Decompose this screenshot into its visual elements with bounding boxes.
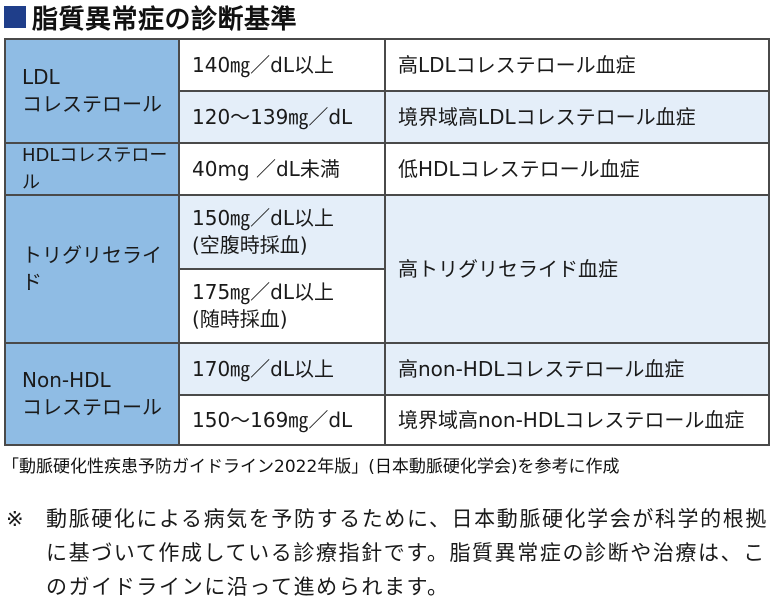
- footnote: ※ 動脈硬化による病気を予防するために、日本動脈硬化学会が科学的根拠に基づいて作…: [6, 502, 770, 604]
- criterion-ldl-high: 140㎎／dL以上: [180, 40, 384, 90]
- page-title: 脂質異常症の診断基準: [32, 4, 298, 35]
- diagnosis-tg-high: 高トリグリセライド血症: [386, 196, 768, 342]
- diagnosis-nonhdl-high: 高non-HDLコレステロール血症: [386, 344, 768, 394]
- criterion-tg-random: 175㎎／dL以上 (随時採血): [180, 270, 384, 342]
- group-label-ldl: LDL コレステロール: [6, 40, 178, 142]
- title-square-icon: [4, 6, 26, 28]
- page-title-bar: 脂質異常症の診断基準: [0, 0, 774, 35]
- criterion-nonhdl-high: 170㎎／dL以上: [180, 344, 384, 394]
- footnote-mark: ※: [6, 507, 24, 531]
- source-citation: 「動脈硬化性疾患予防ガイドライン2022年版」(日本動脈硬化学会)を参考に作成: [2, 457, 620, 477]
- criterion-tg-fasting: 150㎎／dL以上 (空腹時採血): [180, 196, 384, 268]
- group-label-hdl: HDLコレステロール: [6, 144, 178, 194]
- criterion-hdl-low: 40mg ／dL未満: [180, 144, 384, 194]
- footnote-text: 動脈硬化による病気を予防するために、日本動脈硬化学会が科学的根拠に基づいて作成し…: [46, 507, 768, 599]
- diagnosis-nonhdl-border: 境界域高non-HDLコレステロール血症: [386, 396, 768, 444]
- criteria-table: LDL コレステロール 140㎎／dL以上 高LDLコレステロール血症 120〜…: [4, 38, 770, 446]
- criterion-ldl-border: 120〜139㎎／dL: [180, 92, 384, 142]
- criterion-nonhdl-border: 150〜169㎎／dL: [180, 396, 384, 444]
- diagnosis-ldl-border: 境界域高LDLコレステロール血症: [386, 92, 768, 142]
- diagnosis-hdl-low: 低HDLコレステロール血症: [386, 144, 768, 194]
- group-label-nonhdl: Non-HDL コレステロール: [6, 344, 178, 444]
- diagnosis-ldl-high: 高LDLコレステロール血症: [386, 40, 768, 90]
- group-label-tg: トリグリセライド: [6, 196, 178, 342]
